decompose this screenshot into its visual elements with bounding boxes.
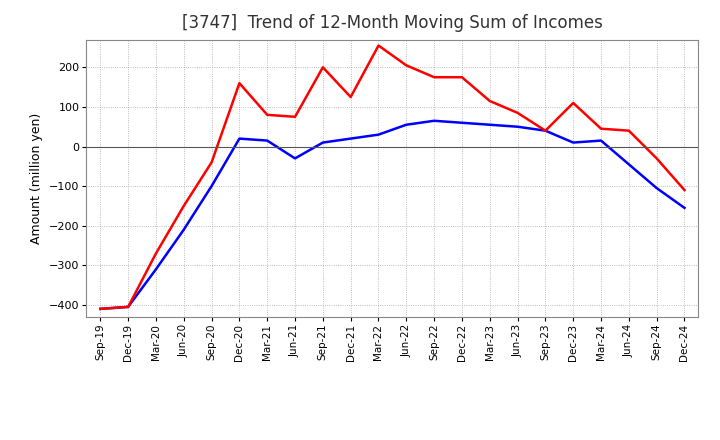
Net Income: [597, 126, 606, 131]
Net Income: [624, 128, 633, 133]
Ordinary Income: [402, 122, 410, 127]
Ordinary Income: [458, 120, 467, 125]
Ordinary Income: [318, 140, 327, 145]
Net Income: [680, 187, 689, 193]
Ordinary Income: [124, 304, 132, 309]
Ordinary Income: [597, 138, 606, 143]
Title: [3747]  Trend of 12-Month Moving Sum of Incomes: [3747] Trend of 12-Month Moving Sum of I…: [182, 15, 603, 33]
Net Income: [652, 156, 661, 161]
Net Income: [346, 94, 355, 99]
Ordinary Income: [513, 124, 522, 129]
Line: Net Income: Net Income: [100, 45, 685, 309]
Line: Ordinary Income: Ordinary Income: [100, 121, 685, 309]
Ordinary Income: [96, 306, 104, 312]
Ordinary Income: [569, 140, 577, 145]
Net Income: [124, 304, 132, 309]
Y-axis label: Amount (million yen): Amount (million yen): [30, 113, 43, 244]
Net Income: [485, 98, 494, 103]
Net Income: [235, 81, 243, 86]
Net Income: [207, 160, 216, 165]
Ordinary Income: [485, 122, 494, 127]
Ordinary Income: [374, 132, 383, 137]
Net Income: [263, 112, 271, 117]
Net Income: [374, 43, 383, 48]
Net Income: [569, 100, 577, 106]
Net Income: [318, 65, 327, 70]
Net Income: [96, 306, 104, 312]
Net Income: [152, 251, 161, 256]
Ordinary Income: [263, 138, 271, 143]
Ordinary Income: [430, 118, 438, 123]
Ordinary Income: [346, 136, 355, 141]
Ordinary Income: [152, 267, 161, 272]
Net Income: [430, 74, 438, 80]
Ordinary Income: [235, 136, 243, 141]
Ordinary Income: [680, 205, 689, 210]
Net Income: [513, 110, 522, 115]
Net Income: [179, 203, 188, 209]
Ordinary Income: [652, 185, 661, 191]
Ordinary Income: [541, 128, 550, 133]
Net Income: [458, 74, 467, 80]
Ordinary Income: [179, 227, 188, 232]
Net Income: [291, 114, 300, 119]
Ordinary Income: [291, 156, 300, 161]
Net Income: [541, 128, 550, 133]
Ordinary Income: [624, 161, 633, 167]
Net Income: [402, 62, 410, 68]
Ordinary Income: [207, 183, 216, 189]
